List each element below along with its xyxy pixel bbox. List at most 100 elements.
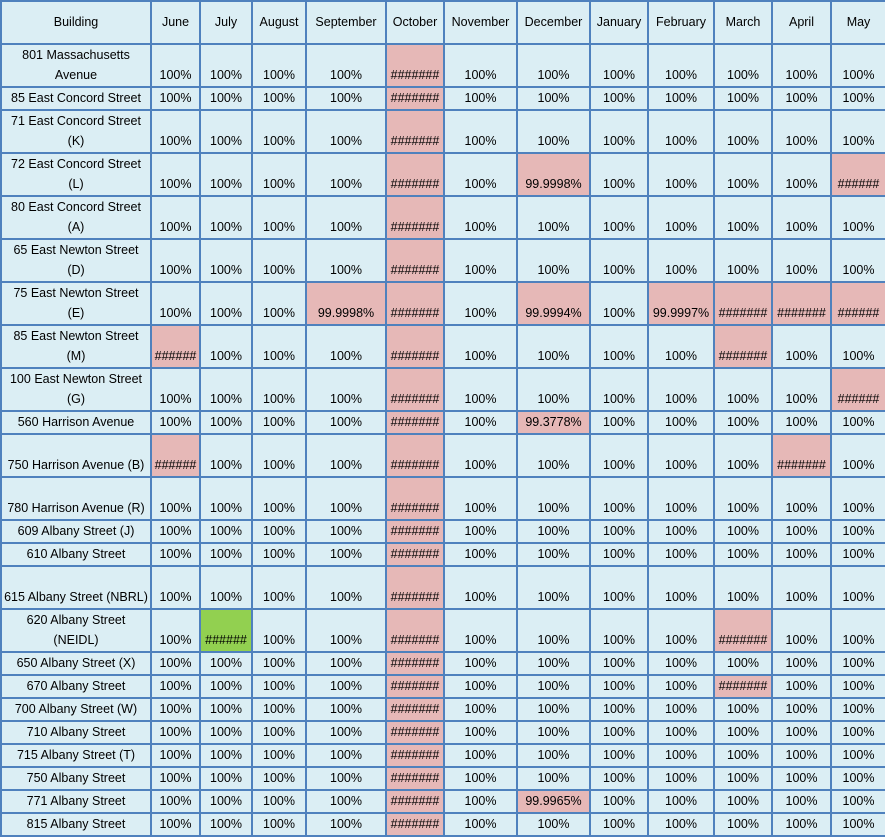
column-header-july[interactable]: July	[199, 0, 253, 45]
column-header-may[interactable]: May	[830, 0, 885, 45]
value-cell-september[interactable]: 100%	[305, 152, 387, 197]
value-cell-may[interactable]: ######	[830, 152, 885, 197]
value-cell-june[interactable]: 100%	[150, 281, 201, 326]
value-cell-october[interactable]: #######	[385, 86, 445, 111]
value-cell-december[interactable]: 100%	[516, 109, 591, 154]
column-header-february[interactable]: February	[647, 0, 715, 45]
value-cell-january[interactable]: 100%	[589, 281, 649, 326]
value-cell-april[interactable]: 100%	[771, 152, 832, 197]
value-cell-september[interactable]: 100%	[305, 743, 387, 768]
column-header-june[interactable]: June	[150, 0, 201, 45]
value-cell-december[interactable]: 100%	[516, 651, 591, 676]
column-header-december[interactable]: December	[516, 0, 591, 45]
value-cell-june[interactable]: 100%	[150, 86, 201, 111]
value-cell-february[interactable]: 100%	[647, 674, 715, 699]
value-cell-february[interactable]: 100%	[647, 766, 715, 791]
value-cell-december[interactable]: 100%	[516, 720, 591, 745]
value-cell-june[interactable]: 100%	[150, 542, 201, 567]
value-cell-july[interactable]: 100%	[199, 651, 253, 676]
value-cell-august[interactable]: 100%	[251, 697, 307, 722]
value-cell-september[interactable]: 100%	[305, 720, 387, 745]
value-cell-may[interactable]: 100%	[830, 476, 885, 521]
building-name-cell[interactable]: 780 Harrison Avenue (R)	[0, 476, 152, 521]
value-cell-july[interactable]: 100%	[199, 720, 253, 745]
value-cell-october[interactable]: #######	[385, 608, 445, 653]
value-cell-july[interactable]: 100%	[199, 766, 253, 791]
value-cell-august[interactable]: 100%	[251, 519, 307, 544]
value-cell-may[interactable]: 100%	[830, 697, 885, 722]
value-cell-january[interactable]: 100%	[589, 608, 649, 653]
value-cell-april[interactable]: 100%	[771, 720, 832, 745]
value-cell-january[interactable]: 100%	[589, 812, 649, 837]
value-cell-march[interactable]: 100%	[713, 519, 773, 544]
value-cell-april[interactable]: #######	[771, 433, 832, 478]
value-cell-september[interactable]: 100%	[305, 476, 387, 521]
value-cell-april[interactable]: 100%	[771, 195, 832, 240]
value-cell-february[interactable]: 100%	[647, 410, 715, 435]
value-cell-august[interactable]: 100%	[251, 651, 307, 676]
value-cell-april[interactable]: 100%	[771, 542, 832, 567]
value-cell-january[interactable]: 100%	[589, 367, 649, 412]
value-cell-september[interactable]: 100%	[305, 651, 387, 676]
value-cell-march[interactable]: 100%	[713, 433, 773, 478]
value-cell-march[interactable]: 100%	[713, 86, 773, 111]
value-cell-february[interactable]: 100%	[647, 86, 715, 111]
value-cell-april[interactable]: 100%	[771, 324, 832, 369]
value-cell-october[interactable]: #######	[385, 674, 445, 699]
value-cell-june[interactable]: 100%	[150, 519, 201, 544]
value-cell-october[interactable]: #######	[385, 43, 445, 88]
value-cell-march[interactable]: 100%	[713, 789, 773, 814]
value-cell-july[interactable]: 100%	[199, 542, 253, 567]
value-cell-december[interactable]: 99.9998%	[516, 152, 591, 197]
value-cell-june[interactable]: 100%	[150, 410, 201, 435]
value-cell-june[interactable]: 100%	[150, 651, 201, 676]
value-cell-july[interactable]: 100%	[199, 565, 253, 610]
value-cell-december[interactable]: 100%	[516, 766, 591, 791]
value-cell-april[interactable]: 100%	[771, 410, 832, 435]
value-cell-february[interactable]: 100%	[647, 651, 715, 676]
value-cell-april[interactable]: 100%	[771, 519, 832, 544]
value-cell-november[interactable]: 100%	[443, 720, 518, 745]
value-cell-january[interactable]: 100%	[589, 743, 649, 768]
value-cell-may[interactable]: 100%	[830, 789, 885, 814]
value-cell-august[interactable]: 100%	[251, 324, 307, 369]
value-cell-july[interactable]: 100%	[199, 195, 253, 240]
value-cell-march[interactable]: 100%	[713, 720, 773, 745]
value-cell-february[interactable]: 100%	[647, 238, 715, 283]
value-cell-april[interactable]: 100%	[771, 367, 832, 412]
value-cell-november[interactable]: 100%	[443, 766, 518, 791]
value-cell-december[interactable]: 100%	[516, 43, 591, 88]
building-name-cell[interactable]: 65 East Newton Street (D)	[0, 238, 152, 283]
value-cell-november[interactable]: 100%	[443, 195, 518, 240]
value-cell-november[interactable]: 100%	[443, 565, 518, 610]
value-cell-october[interactable]: #######	[385, 433, 445, 478]
value-cell-march[interactable]: 100%	[713, 43, 773, 88]
value-cell-march[interactable]: 100%	[713, 766, 773, 791]
building-name-cell[interactable]: 615 Albany Street (NBRL)	[0, 565, 152, 610]
value-cell-september[interactable]: 100%	[305, 43, 387, 88]
value-cell-october[interactable]: #######	[385, 238, 445, 283]
value-cell-november[interactable]: 100%	[443, 743, 518, 768]
building-name-cell[interactable]: 610 Albany Street	[0, 542, 152, 567]
value-cell-march[interactable]: 100%	[713, 812, 773, 837]
value-cell-january[interactable]: 100%	[589, 565, 649, 610]
value-cell-may[interactable]: 100%	[830, 433, 885, 478]
value-cell-april[interactable]: 100%	[771, 812, 832, 837]
value-cell-may[interactable]: 100%	[830, 565, 885, 610]
value-cell-december[interactable]: 100%	[516, 86, 591, 111]
value-cell-june[interactable]: 100%	[150, 812, 201, 837]
value-cell-may[interactable]: 100%	[830, 410, 885, 435]
value-cell-february[interactable]: 100%	[647, 743, 715, 768]
value-cell-october[interactable]: #######	[385, 367, 445, 412]
building-name-cell[interactable]: 100 East Newton Street (G)	[0, 367, 152, 412]
value-cell-march[interactable]: 100%	[713, 697, 773, 722]
value-cell-august[interactable]: 100%	[251, 766, 307, 791]
value-cell-august[interactable]: 100%	[251, 433, 307, 478]
value-cell-march[interactable]: 100%	[713, 367, 773, 412]
column-header-september[interactable]: September	[305, 0, 387, 45]
value-cell-november[interactable]: 100%	[443, 238, 518, 283]
value-cell-april[interactable]: 100%	[771, 608, 832, 653]
value-cell-july[interactable]: 100%	[199, 86, 253, 111]
value-cell-september[interactable]: 100%	[305, 433, 387, 478]
building-name-cell[interactable]: 609 Albany Street (J)	[0, 519, 152, 544]
